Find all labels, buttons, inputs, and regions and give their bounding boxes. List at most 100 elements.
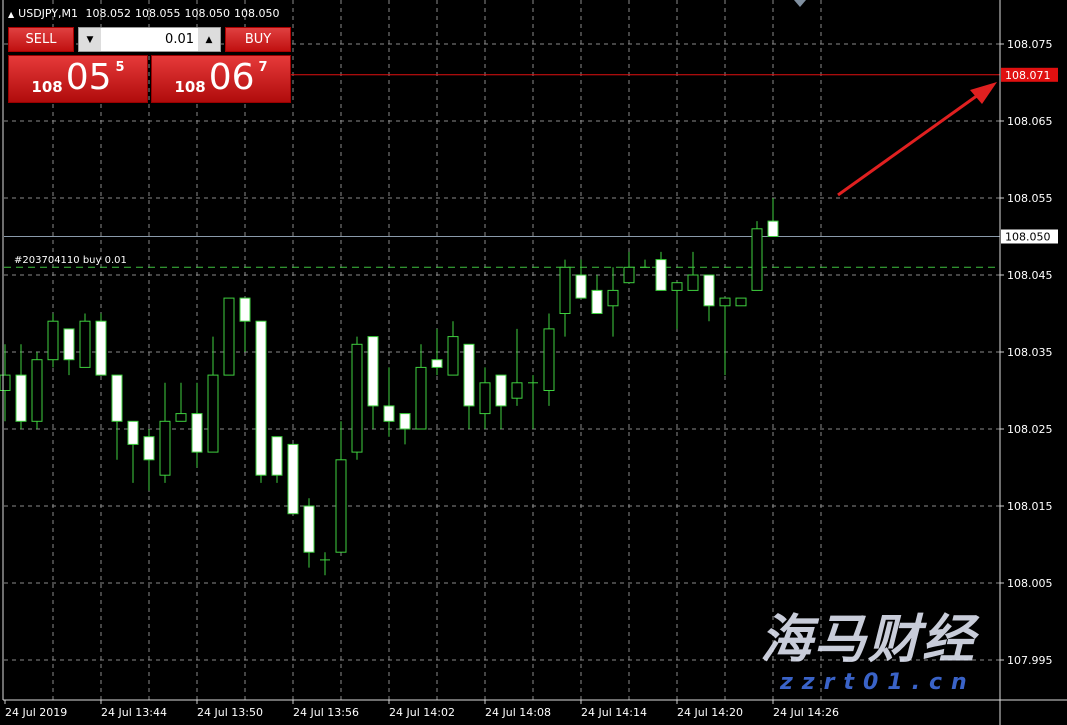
candle (767, 198, 779, 238)
candle-body-bear (591, 289, 603, 314)
chart-grid (4, 0, 1000, 700)
x-tick-label: 24 Jul 14:20 (677, 706, 743, 719)
candle-body-bear (431, 359, 443, 368)
candle-body-bear (495, 374, 507, 407)
sell-button[interactable]: SELL (8, 27, 74, 52)
candle-body-bull (415, 366, 427, 430)
candle-body-bear (367, 336, 379, 407)
watermark-url: zzrt01.cn (780, 670, 976, 695)
candle (735, 297, 747, 307)
candle (447, 321, 459, 376)
candle-body-bull (607, 289, 619, 307)
candle (79, 313, 91, 368)
candle (287, 443, 299, 515)
candle (320, 552, 330, 576)
candle (655, 251, 667, 291)
high-value: 108.055 (135, 7, 181, 20)
candle-body-bear (143, 436, 155, 461)
candle-body-bear (239, 297, 251, 322)
candle (399, 413, 411, 445)
x-tick-label: 24 Jul 14:02 (389, 706, 455, 719)
candle (607, 267, 619, 337)
candle (63, 328, 75, 376)
candle-body-bull (223, 297, 235, 376)
lot-decrease-icon[interactable]: ▼ (79, 28, 101, 51)
chart-header: ▲ USDJPY,M1 108.052 108.055 108.050 108.050 (8, 7, 284, 20)
candle (640, 259, 650, 268)
buy-button[interactable]: BUY (225, 27, 291, 52)
candle-body-bear (191, 413, 203, 453)
candle (495, 374, 507, 429)
candle (0, 344, 11, 422)
candle-body-bull (559, 266, 571, 314)
y-tick-label: 108.065 (1007, 115, 1053, 128)
bid-big-digits: 05 (65, 57, 112, 98)
candle-body-bull (207, 374, 219, 453)
candle-body-bull (447, 336, 459, 376)
lot-increase-icon[interactable]: ▲ (198, 28, 220, 51)
candle-body-bear (655, 259, 667, 291)
candle (191, 382, 203, 468)
candle (703, 274, 715, 322)
candle (479, 367, 491, 429)
y-tick-label: 108.025 (1007, 423, 1053, 436)
candle (719, 297, 731, 376)
candle-body-bull (31, 359, 43, 422)
alert-price-tag (1001, 67, 1058, 82)
x-tick-label: 24 Jul 2019 (5, 706, 67, 719)
lot-size-input[interactable] (102, 28, 197, 51)
candle (127, 420, 139, 483)
candle (223, 297, 235, 376)
candle (143, 429, 155, 491)
candle-body-bear (127, 420, 139, 445)
candle (303, 498, 315, 568)
candle (255, 320, 267, 483)
candle-body-bull (479, 382, 491, 415)
candle-body-bull (623, 266, 635, 284)
candle-body-bear (303, 505, 315, 553)
symbol-label: USDJPY,M1 (18, 7, 79, 20)
order-line-label[interactable]: #203704110 buy 0.01 (14, 255, 127, 266)
candle-body-bull (687, 274, 699, 291)
alert-price-label: 108.071 (1005, 69, 1051, 82)
low-value: 108.050 (184, 7, 231, 20)
buy-price-button[interactable]: 108 06 7 (151, 55, 291, 103)
x-tick-label: 24 Jul 14:08 (485, 706, 551, 719)
candle (111, 374, 123, 460)
candle-body-bull (719, 297, 731, 307)
candle-body-bear (767, 220, 779, 238)
y-tick-label: 107.995 (1007, 654, 1053, 667)
red-arrow-annotation (837, 82, 997, 197)
ask-pip-fraction: 7 (258, 60, 268, 75)
candle-body-bear (271, 436, 283, 476)
candle (687, 251, 699, 291)
candle-body-bear (95, 320, 107, 376)
candle-body-bear (287, 443, 299, 515)
candle-body-bear (111, 374, 123, 422)
candle-body-bull (0, 374, 11, 392)
candle (591, 275, 603, 314)
watermark-logo: 海马财经 (760, 610, 977, 670)
candle-body-bull (511, 382, 523, 399)
candle (431, 328, 443, 376)
chart-shift-marker-icon[interactable] (794, 0, 806, 7)
sell-price-button[interactable]: 108 05 5 (8, 55, 148, 103)
candle (671, 282, 683, 329)
candle-body-bull (543, 328, 555, 391)
candle (15, 344, 27, 429)
x-tick-label: 24 Jul 13:44 (101, 706, 167, 719)
candle-body-bear (703, 274, 715, 307)
candle (239, 297, 251, 352)
candle-body-bull (335, 459, 347, 553)
candle (47, 313, 59, 368)
candle-body-bear (15, 374, 27, 422)
y-tick-label: 108.015 (1007, 500, 1053, 513)
price-levels (4, 74, 1000, 268)
y-tick-label: 108.035 (1007, 346, 1053, 359)
candle (575, 259, 587, 299)
candle (543, 313, 555, 406)
candle (415, 344, 427, 430)
collapse-triangle-icon[interactable]: ▲ (8, 10, 15, 19)
